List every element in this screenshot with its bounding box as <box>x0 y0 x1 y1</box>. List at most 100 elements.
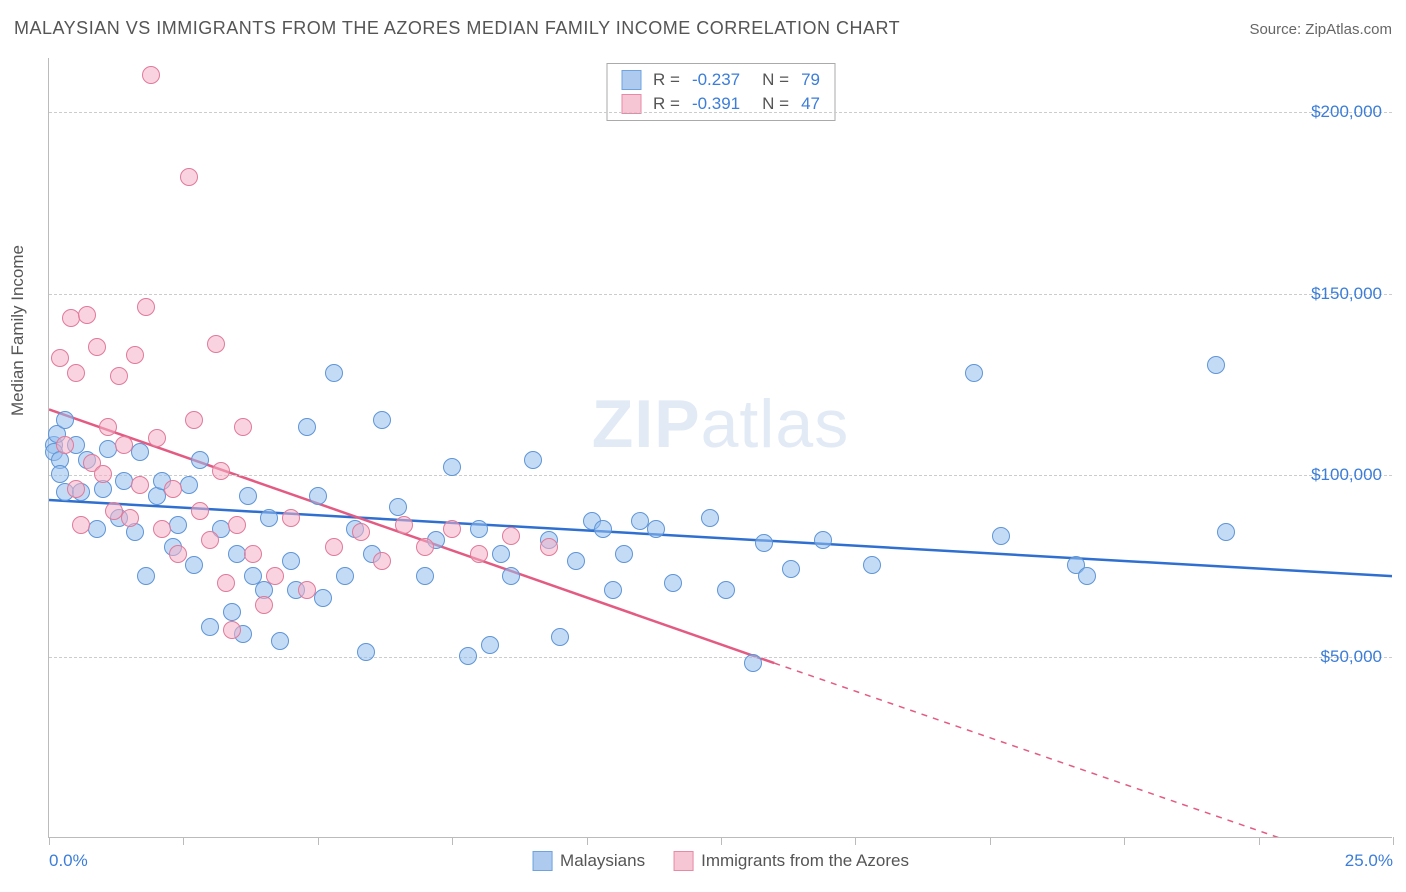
data-point <box>443 520 461 538</box>
x-tick <box>49 837 50 845</box>
legend-swatch <box>673 851 693 871</box>
data-point <box>110 367 128 385</box>
data-point <box>282 552 300 570</box>
data-point <box>492 545 510 563</box>
data-point <box>223 603 241 621</box>
data-point <box>604 581 622 599</box>
data-point <box>142 66 160 84</box>
data-point <box>314 589 332 607</box>
x-tick <box>452 837 453 845</box>
data-point <box>185 556 203 574</box>
y-tick-label: $200,000 <box>1311 102 1382 122</box>
x-tick <box>1124 837 1125 845</box>
data-point <box>51 465 69 483</box>
data-point <box>137 298 155 316</box>
data-point <box>863 556 881 574</box>
data-point <box>180 168 198 186</box>
data-point <box>298 418 316 436</box>
x-tick <box>587 837 588 845</box>
data-point <box>72 516 90 534</box>
data-point <box>373 411 391 429</box>
data-point <box>88 338 106 356</box>
legend-swatch <box>532 851 552 871</box>
gridline <box>49 657 1392 658</box>
x-tick-label: 25.0% <box>1345 851 1393 871</box>
data-point <box>459 647 477 665</box>
data-point <box>78 306 96 324</box>
data-point <box>115 472 133 490</box>
data-point <box>701 509 719 527</box>
data-point <box>169 545 187 563</box>
data-point <box>502 567 520 585</box>
data-point <box>373 552 391 570</box>
data-point <box>255 596 273 614</box>
data-point <box>67 364 85 382</box>
x-tick <box>855 837 856 845</box>
data-point <box>56 436 74 454</box>
y-tick-label: $150,000 <box>1311 284 1382 304</box>
data-point <box>1217 523 1235 541</box>
data-point <box>594 520 612 538</box>
data-point <box>88 520 106 538</box>
source-label: Source: ZipAtlas.com <box>1249 21 1392 38</box>
data-point <box>325 538 343 556</box>
legend-item: Malaysians <box>532 851 645 871</box>
data-point <box>121 509 139 527</box>
data-point <box>260 509 278 527</box>
data-point <box>615 545 633 563</box>
data-point <box>282 509 300 527</box>
data-point <box>131 476 149 494</box>
data-point <box>551 628 569 646</box>
data-point <box>524 451 542 469</box>
y-axis-label: Median Family Income <box>8 245 28 416</box>
data-point <box>180 476 198 494</box>
data-point <box>67 480 85 498</box>
series-legend: MalaysiansImmigrants from the Azores <box>532 851 909 871</box>
data-point <box>336 567 354 585</box>
data-point <box>244 545 262 563</box>
data-point <box>744 654 762 672</box>
data-point <box>992 527 1010 545</box>
data-point <box>717 581 735 599</box>
data-point <box>502 527 520 545</box>
data-point <box>115 436 133 454</box>
data-point <box>191 502 209 520</box>
x-tick <box>1259 837 1260 845</box>
data-point <box>217 574 235 592</box>
watermark: ZIPatlas <box>592 385 849 463</box>
data-point <box>99 418 117 436</box>
data-point <box>567 552 585 570</box>
data-point <box>470 545 488 563</box>
data-point <box>965 364 983 382</box>
legend-swatch <box>621 70 641 90</box>
data-point <box>352 523 370 541</box>
data-point <box>1078 567 1096 585</box>
data-point <box>239 487 257 505</box>
y-tick-label: $100,000 <box>1311 465 1382 485</box>
data-point <box>234 418 252 436</box>
data-point <box>126 346 144 364</box>
data-point <box>191 451 209 469</box>
x-tick-label: 0.0% <box>49 851 88 871</box>
data-point <box>416 567 434 585</box>
data-point <box>389 498 407 516</box>
x-tick <box>1393 837 1394 845</box>
gridline <box>49 475 1392 476</box>
data-point <box>357 643 375 661</box>
data-point <box>223 621 241 639</box>
data-point <box>131 443 149 461</box>
x-tick <box>318 837 319 845</box>
data-point <box>416 538 434 556</box>
data-point <box>266 567 284 585</box>
data-point <box>228 516 246 534</box>
chart-title: MALAYSIAN VS IMMIGRANTS FROM THE AZORES … <box>14 18 900 39</box>
data-point <box>470 520 488 538</box>
data-point <box>814 531 832 549</box>
gridline <box>49 294 1392 295</box>
x-tick <box>990 837 991 845</box>
data-point <box>148 429 166 447</box>
data-point <box>169 516 187 534</box>
x-tick <box>721 837 722 845</box>
scatter-plot: ZIPatlas R =-0.237N =79R =-0.391N =47 Ma… <box>48 58 1392 838</box>
data-point <box>443 458 461 476</box>
